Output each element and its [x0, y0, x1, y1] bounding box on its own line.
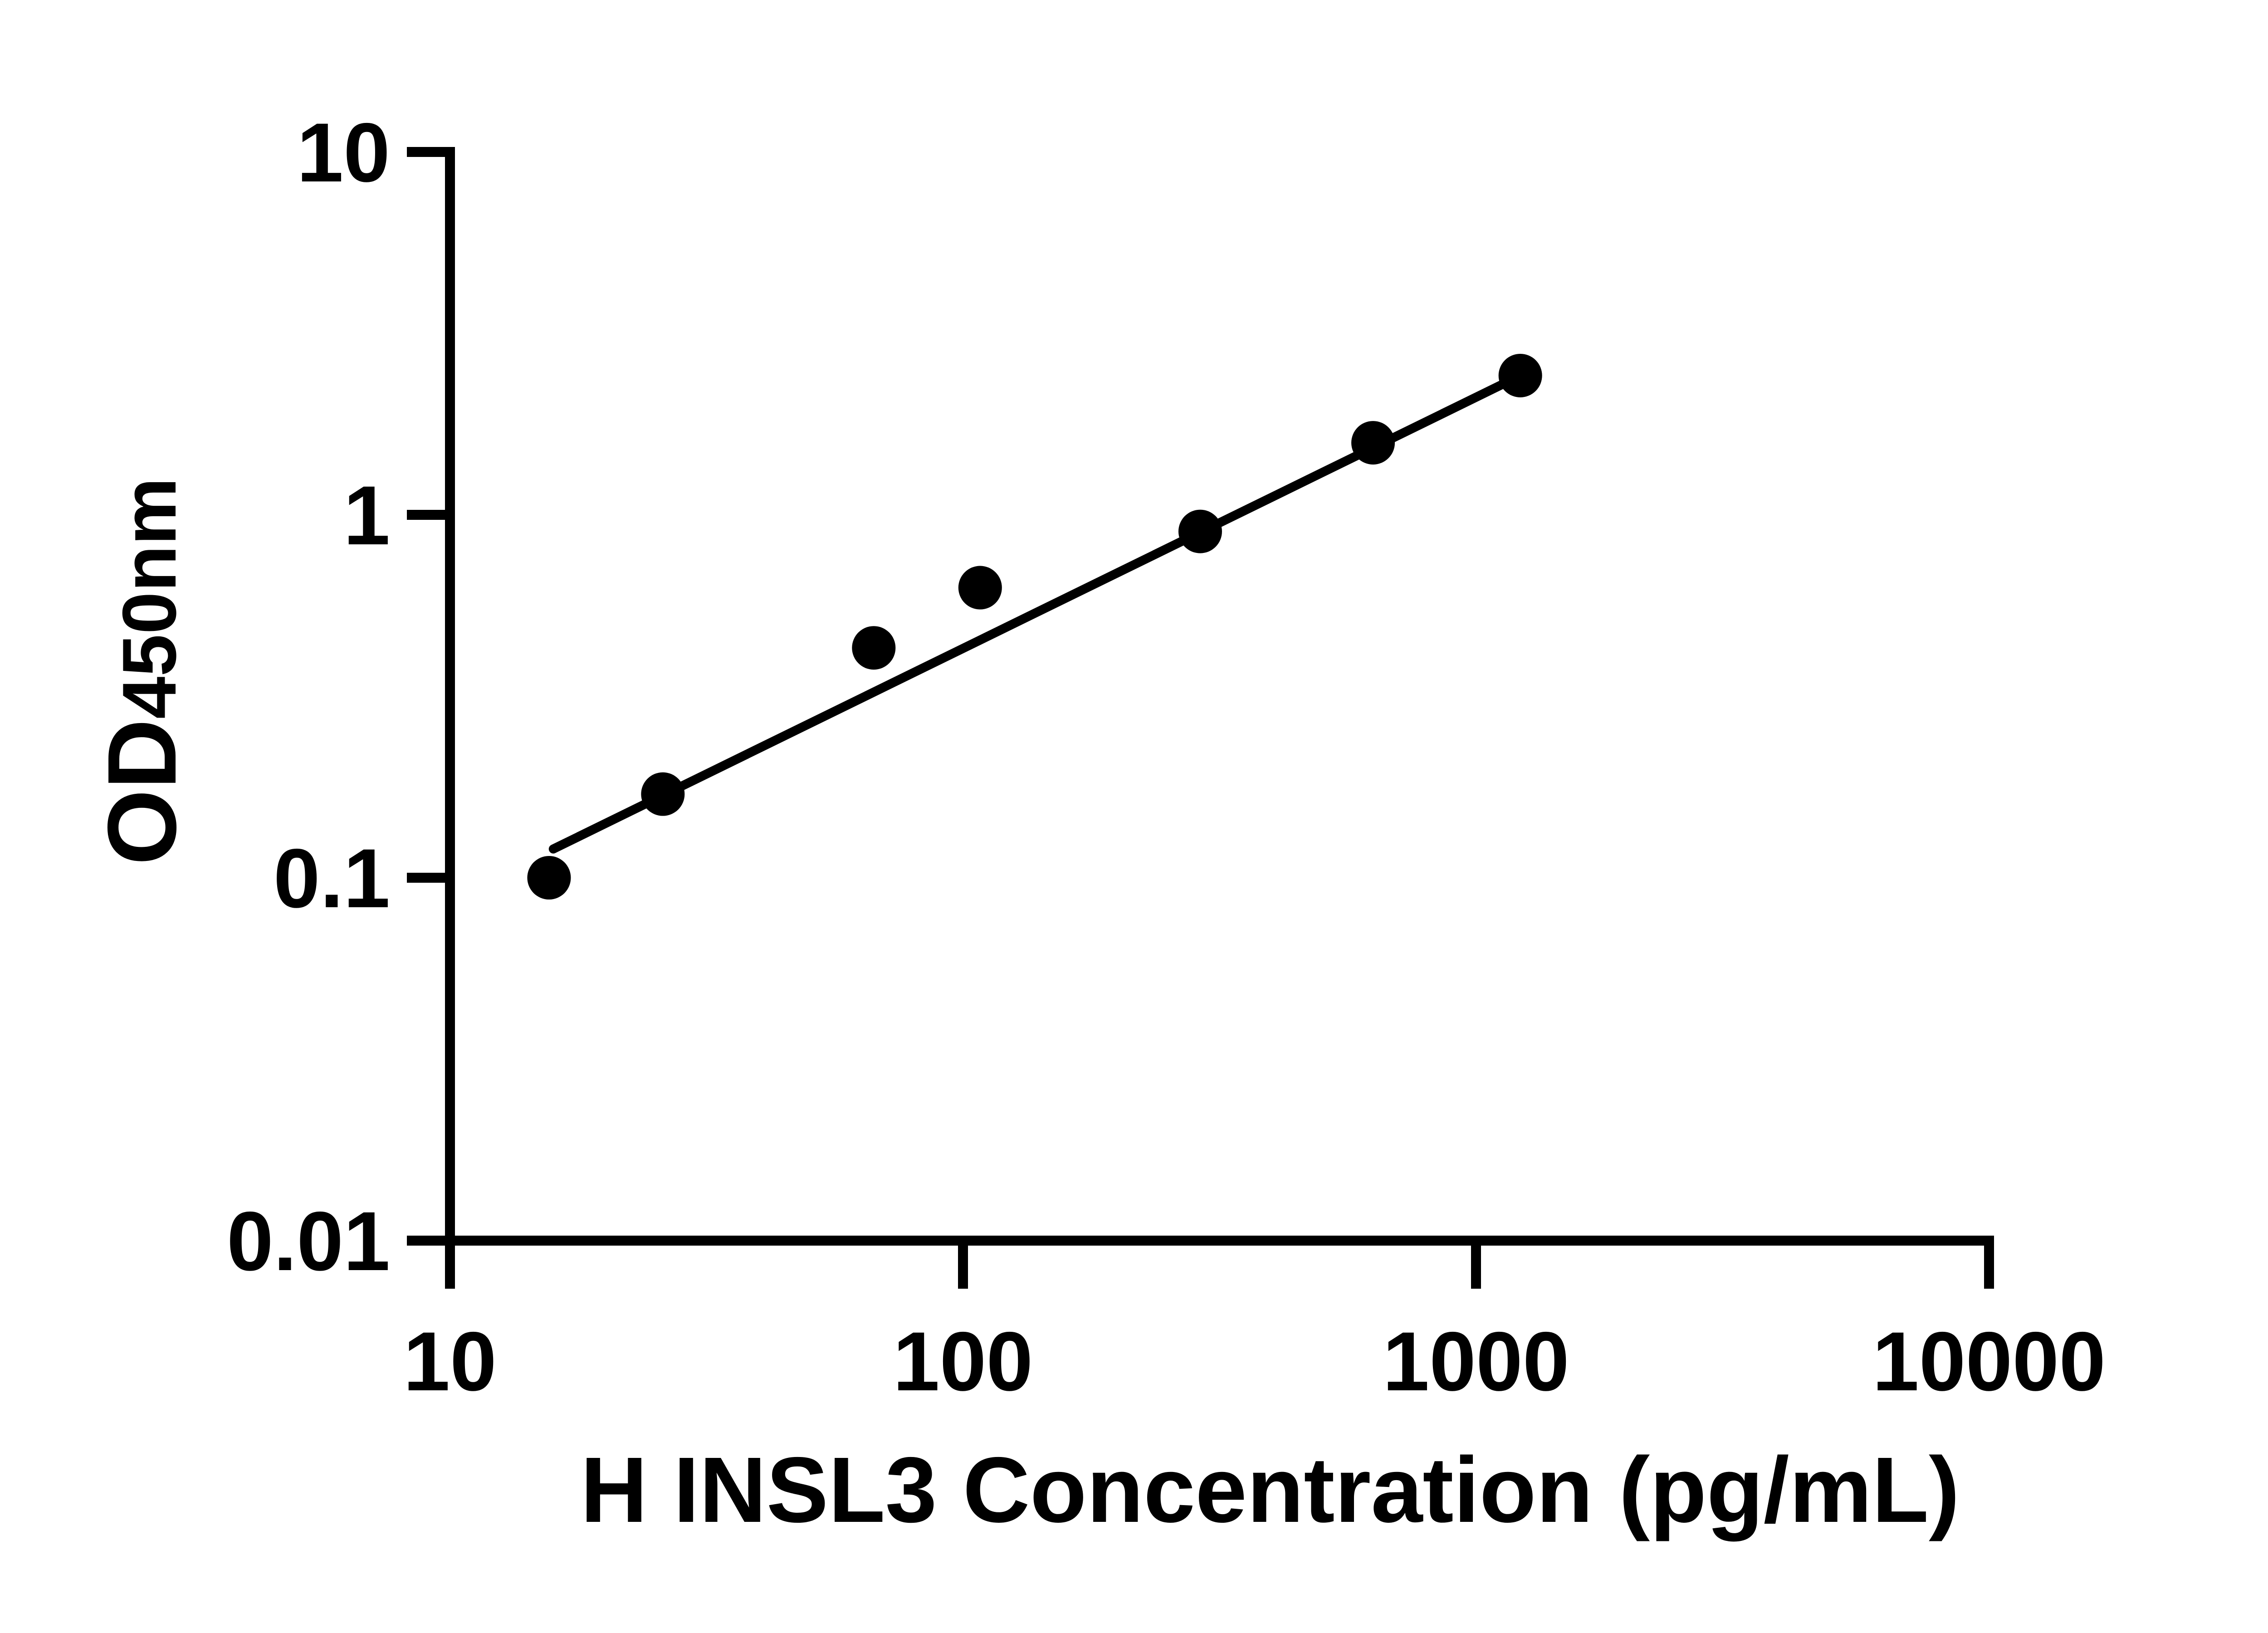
x-tick-label: 10	[403, 1315, 497, 1408]
data-point	[641, 772, 685, 816]
x-axis-tick-labels: 10 100 1000 10000	[403, 1315, 2106, 1408]
axes	[407, 147, 1994, 1289]
y-axis-title: OD450nm	[87, 478, 196, 865]
data-point	[1351, 421, 1395, 465]
y-tick-label: 10	[297, 106, 390, 200]
plot-area	[527, 353, 1542, 900]
x-tick-label: 100	[893, 1315, 1033, 1408]
data-point	[958, 566, 1002, 610]
x-tick-label: 1000	[1383, 1315, 1569, 1408]
data-point	[1498, 353, 1542, 397]
y-axis-title-subscript: 450nm	[107, 478, 192, 719]
y-axis-title-main: OD	[87, 719, 196, 865]
y-axis-tick-labels: 10 1 0.1 0.01	[227, 106, 390, 1288]
y-tick-label: 1	[343, 469, 390, 562]
x-axis-title: H INSL3 Concentration (pg/mL)	[581, 1438, 1960, 1542]
data-point	[852, 626, 896, 670]
y-tick-label: 0.01	[227, 1195, 390, 1288]
x-tick-label: 10000	[1872, 1315, 2106, 1408]
data-point	[527, 856, 571, 900]
data-point	[1178, 509, 1222, 553]
y-tick-label: 0.1	[274, 832, 390, 925]
